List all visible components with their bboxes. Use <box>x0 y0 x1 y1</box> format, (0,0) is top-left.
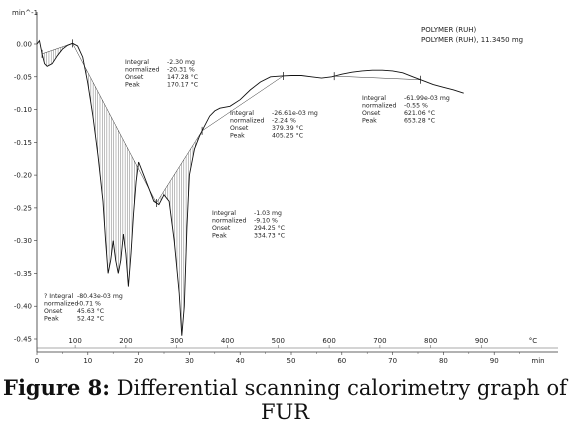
annotation-value: 52.42 °C <box>77 315 104 323</box>
annotation-value: 379.39 °C <box>272 124 303 132</box>
y-unit-label: min^-1 <box>12 9 38 17</box>
integration-baseline <box>72 43 157 204</box>
annotation-key: Onset <box>230 125 249 132</box>
annotation-key: Integral <box>125 59 149 66</box>
annotation-value: -0.55 % <box>404 103 428 110</box>
annotation-key: Onset <box>362 110 381 117</box>
figure-caption: Figure 8: Differential scanning calorime… <box>0 375 570 424</box>
y-tick-label: -0.30 <box>14 237 32 245</box>
dsc-chart: min^-1 0.00 -0.05 -0.10 -0.15 -0.20 -0.25 -0.30… <box>12 9 558 365</box>
annotation-key: normalized <box>212 218 246 225</box>
annotation-key: Peak <box>230 133 245 140</box>
annotation-key: normalized <box>230 118 264 125</box>
series-layer <box>36 39 464 336</box>
integration-baseline <box>201 75 284 132</box>
peak-integration-hatching <box>41 43 421 332</box>
annotation-value: -20.31 % <box>167 67 195 74</box>
annotation-key: Peak <box>212 233 227 240</box>
integration-limit-markers <box>41 39 421 207</box>
annotation-value: 334.73 °C <box>254 232 285 240</box>
annotation-value: 653.28 °C <box>404 117 435 125</box>
time-tick-label: 40 <box>236 357 245 365</box>
time-tick-label: 90 <box>490 357 499 365</box>
y-tick-label: -0.25 <box>14 204 32 212</box>
temp-tick-label: 300 <box>170 337 183 345</box>
annotation-key: Peak <box>125 82 140 89</box>
y-tick-label: -0.20 <box>14 172 32 180</box>
annotation-value: 294.25 °C <box>254 224 285 232</box>
time-tick-label: 80 <box>439 357 448 365</box>
time-tick-label: 10 <box>83 357 92 365</box>
annotation-value: -9.10 % <box>254 218 278 225</box>
y-tick-label: -0.10 <box>14 106 32 114</box>
temp-tick-label: 800 <box>424 337 437 345</box>
peak-annotation: Integral -61.99e-03 mg normalized -0.55 % On… <box>362 95 450 125</box>
annotation-value: -26.61e-03 mg <box>272 110 318 117</box>
annotation-value: 621.06 °C <box>404 109 435 117</box>
axes <box>34 12 558 355</box>
time-tick-label: 50 <box>287 357 296 365</box>
peak-annotations: Integral -2.30 mg normalized -20.31 % Onset 1… <box>44 59 450 323</box>
y-tick-label: -0.15 <box>14 139 32 147</box>
legend-entry: POLYMER (RUH), 11.3450 mg <box>421 36 523 44</box>
tick-labels: min^-1 0.00 -0.05 -0.10 -0.15 -0.20 -0.25 -0.30… <box>12 9 545 365</box>
temp-tick-label: 100 <box>68 337 81 345</box>
annotation-value: -2.30 mg <box>167 59 195 66</box>
temp-tick-label: 600 <box>322 337 335 345</box>
temp-tick-label: 700 <box>373 337 386 345</box>
annotation-key: Onset <box>44 308 63 315</box>
legend: POLYMER (RUH) POLYMER (RUH), 11.3450 mg <box>421 26 523 44</box>
dsc-curve <box>36 39 464 336</box>
temp-unit-label: °C <box>529 337 538 345</box>
annotation-value: 405.25 °C <box>272 132 303 140</box>
time-tick-label: 20 <box>134 357 143 365</box>
annotation-key: Integral <box>362 95 386 102</box>
annotation-key: Peak <box>362 118 377 125</box>
integration-baseline <box>334 75 421 80</box>
temp-tick-label: 400 <box>221 337 234 345</box>
y-tick-label: -0.45 <box>14 336 32 344</box>
y-tick-label: -0.05 <box>14 73 32 81</box>
caption-label: Figure 8: <box>3 375 110 400</box>
temp-tick-label: 200 <box>119 337 132 345</box>
annotation-key: normalized <box>44 301 78 308</box>
annotation-value: -80.43e-03 mg <box>77 293 123 300</box>
annotation-key: Onset <box>212 225 231 232</box>
peak-annotation: Integral -26.61e-03 mg normalized -2.24 % On… <box>230 110 318 140</box>
annotation-key: ? Integral <box>44 293 73 300</box>
peak-annotation: Integral -1.03 mg normalized -9.10 % Onset 29… <box>212 210 285 240</box>
time-tick-label: 60 <box>337 357 346 365</box>
annotation-value: 170.17 °C <box>167 81 198 89</box>
annotation-value: -2.24 % <box>272 118 296 125</box>
y-tick-label: 0.00 <box>16 41 32 49</box>
annotation-key: normalized <box>362 103 396 110</box>
y-tick-label: -0.35 <box>14 270 32 278</box>
annotation-value: -0.71 % <box>77 301 101 308</box>
caption-text: Differential scanning calorimetry graph … <box>116 376 567 424</box>
annotation-value: 45.63 °C <box>77 307 104 315</box>
annotation-value: 147.28 °C <box>167 73 198 81</box>
time-tick-label: 0 <box>35 357 39 365</box>
temp-tick-label: 900 <box>475 337 488 345</box>
annotation-value: -1.03 mg <box>254 210 282 217</box>
time-unit-label: min <box>531 357 544 365</box>
peak-annotation: Integral -2.30 mg normalized -20.31 % Onset 1… <box>125 59 198 89</box>
annotation-key: Onset <box>125 74 144 81</box>
legend-title: POLYMER (RUH) <box>421 26 477 34</box>
y-tick-label: -0.40 <box>14 303 32 311</box>
time-tick-label: 30 <box>185 357 194 365</box>
annotation-key: Integral <box>230 110 254 117</box>
temp-tick-label: 500 <box>272 337 285 345</box>
annotation-key: Integral <box>212 210 236 217</box>
time-tick-label: 70 <box>388 357 397 365</box>
annotation-key: Peak <box>44 316 59 323</box>
annotation-key: normalized <box>125 67 159 74</box>
annotation-value: -61.99e-03 mg <box>404 95 450 102</box>
